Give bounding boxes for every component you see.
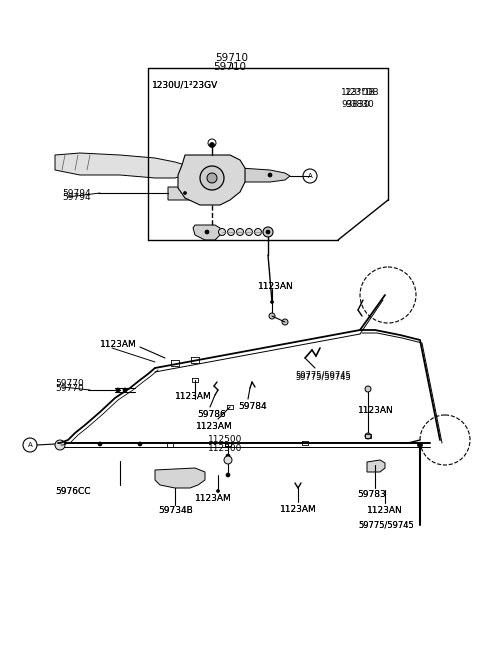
Circle shape bbox=[266, 230, 270, 234]
Text: 59770: 59770 bbox=[55, 380, 84, 388]
Circle shape bbox=[209, 143, 215, 148]
Text: 93830: 93830 bbox=[345, 100, 374, 109]
Circle shape bbox=[116, 388, 120, 392]
Polygon shape bbox=[240, 168, 290, 182]
Text: 59794: 59794 bbox=[62, 193, 91, 202]
Text: 59775/59745: 59775/59745 bbox=[295, 372, 351, 381]
Circle shape bbox=[55, 440, 65, 450]
Text: 59734B: 59734B bbox=[158, 506, 193, 515]
Text: 1123AM: 1123AM bbox=[280, 505, 317, 514]
Circle shape bbox=[418, 443, 422, 447]
Text: 123°DB: 123°DB bbox=[341, 88, 376, 97]
Text: 59784: 59784 bbox=[238, 402, 266, 411]
Text: A: A bbox=[308, 173, 312, 179]
Text: 1123AM: 1123AM bbox=[100, 340, 137, 349]
Text: 112500: 112500 bbox=[208, 444, 242, 453]
Circle shape bbox=[205, 230, 209, 234]
Circle shape bbox=[254, 229, 262, 235]
Circle shape bbox=[365, 433, 371, 439]
Circle shape bbox=[218, 229, 226, 235]
Circle shape bbox=[123, 388, 127, 392]
Text: 59783: 59783 bbox=[357, 490, 386, 499]
Circle shape bbox=[268, 173, 272, 177]
Text: 1123AM: 1123AM bbox=[280, 505, 317, 514]
Circle shape bbox=[224, 456, 232, 464]
Text: 1123AM: 1123AM bbox=[175, 392, 212, 401]
Text: 1123AM: 1123AM bbox=[100, 340, 137, 349]
Text: 1123AN: 1123AN bbox=[258, 282, 294, 291]
Circle shape bbox=[138, 442, 142, 446]
Text: 1230U/1²23GV: 1230U/1²23GV bbox=[152, 80, 218, 89]
Polygon shape bbox=[155, 468, 205, 488]
Circle shape bbox=[183, 191, 187, 194]
Text: 59770: 59770 bbox=[55, 384, 84, 393]
Text: 59784: 59784 bbox=[238, 402, 266, 411]
Text: 59786: 59786 bbox=[197, 410, 226, 419]
Text: 59775/59745: 59775/59745 bbox=[295, 371, 351, 380]
Circle shape bbox=[226, 454, 230, 458]
Text: 1123AN: 1123AN bbox=[367, 506, 403, 515]
Circle shape bbox=[98, 442, 102, 446]
Text: 1123AM: 1123AM bbox=[196, 422, 233, 431]
Text: 123°DB: 123°DB bbox=[345, 88, 380, 97]
Circle shape bbox=[245, 229, 252, 235]
Circle shape bbox=[365, 386, 371, 392]
Text: 1230U/1²23GV: 1230U/1²23GV bbox=[152, 80, 218, 89]
Circle shape bbox=[56, 441, 60, 445]
Text: 93830: 93830 bbox=[341, 100, 370, 109]
Circle shape bbox=[60, 445, 64, 449]
Text: 5976CC: 5976CC bbox=[55, 487, 91, 496]
Polygon shape bbox=[193, 225, 220, 240]
Text: 59794: 59794 bbox=[62, 189, 91, 198]
Circle shape bbox=[269, 313, 275, 319]
Circle shape bbox=[271, 300, 274, 304]
Text: 1123AM: 1123AM bbox=[175, 392, 212, 401]
Polygon shape bbox=[168, 187, 220, 200]
Text: 59775/59745: 59775/59745 bbox=[358, 520, 414, 529]
Text: A: A bbox=[28, 442, 32, 448]
Text: 59710: 59710 bbox=[216, 53, 249, 63]
Text: 1123AM: 1123AM bbox=[195, 494, 232, 503]
Text: 5976CC: 5976CC bbox=[55, 487, 91, 496]
Text: 112500: 112500 bbox=[208, 435, 242, 444]
Circle shape bbox=[216, 489, 219, 493]
Text: 1123AN: 1123AN bbox=[367, 506, 403, 515]
Circle shape bbox=[282, 319, 288, 325]
Text: 1123AM: 1123AM bbox=[195, 494, 232, 503]
Text: 59783: 59783 bbox=[357, 490, 386, 499]
Text: 59710: 59710 bbox=[214, 62, 247, 72]
Circle shape bbox=[200, 166, 224, 190]
Circle shape bbox=[237, 229, 243, 235]
Circle shape bbox=[228, 229, 235, 235]
Polygon shape bbox=[178, 155, 245, 205]
Text: 59786: 59786 bbox=[197, 410, 226, 419]
Text: 1123AN: 1123AN bbox=[358, 406, 394, 415]
Text: 1123AN: 1123AN bbox=[358, 406, 394, 415]
Circle shape bbox=[226, 473, 230, 477]
Text: 1123AN: 1123AN bbox=[258, 282, 294, 291]
Text: 1123AM: 1123AM bbox=[196, 422, 233, 431]
Polygon shape bbox=[55, 153, 190, 178]
Text: 59734B: 59734B bbox=[158, 506, 193, 515]
Circle shape bbox=[207, 173, 217, 183]
Text: 59775/59745: 59775/59745 bbox=[358, 520, 414, 529]
Polygon shape bbox=[367, 460, 385, 472]
Circle shape bbox=[263, 227, 273, 237]
